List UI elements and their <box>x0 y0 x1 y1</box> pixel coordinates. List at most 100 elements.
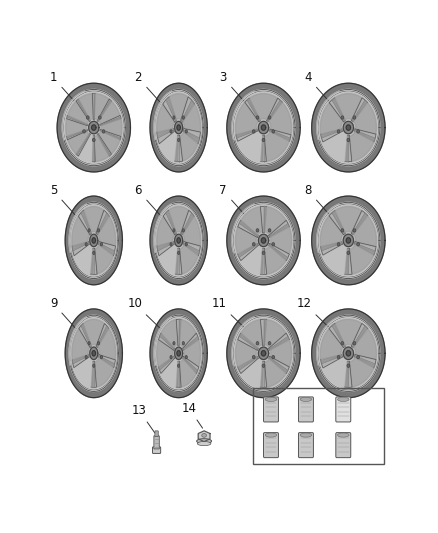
Polygon shape <box>270 340 292 367</box>
Polygon shape <box>261 361 263 387</box>
Polygon shape <box>240 334 258 349</box>
Ellipse shape <box>85 243 87 246</box>
Ellipse shape <box>272 243 275 246</box>
Polygon shape <box>90 234 98 247</box>
Polygon shape <box>353 101 367 122</box>
Polygon shape <box>264 319 286 348</box>
Polygon shape <box>183 337 198 350</box>
Ellipse shape <box>100 356 102 359</box>
Ellipse shape <box>88 229 90 232</box>
Polygon shape <box>67 101 89 124</box>
Polygon shape <box>321 241 343 255</box>
Polygon shape <box>345 361 352 387</box>
Polygon shape <box>241 207 263 235</box>
Polygon shape <box>177 361 179 387</box>
Polygon shape <box>81 324 91 346</box>
Polygon shape <box>183 104 201 132</box>
Polygon shape <box>343 122 353 134</box>
Polygon shape <box>346 361 348 387</box>
Polygon shape <box>92 125 96 130</box>
Polygon shape <box>99 131 120 154</box>
Ellipse shape <box>170 243 172 246</box>
Text: 6: 6 <box>134 184 160 215</box>
Polygon shape <box>62 90 125 166</box>
Polygon shape <box>240 221 258 236</box>
Ellipse shape <box>177 364 180 367</box>
Polygon shape <box>268 102 292 135</box>
Ellipse shape <box>337 130 340 133</box>
Polygon shape <box>198 431 210 441</box>
Polygon shape <box>72 242 89 250</box>
Polygon shape <box>354 241 376 255</box>
Polygon shape <box>177 351 180 356</box>
Polygon shape <box>66 119 87 136</box>
Polygon shape <box>321 242 342 250</box>
Polygon shape <box>335 319 362 345</box>
Ellipse shape <box>268 229 271 232</box>
Polygon shape <box>92 135 95 161</box>
Polygon shape <box>329 211 345 235</box>
Polygon shape <box>175 248 182 274</box>
Polygon shape <box>78 210 92 235</box>
Polygon shape <box>79 324 92 348</box>
Polygon shape <box>238 357 258 374</box>
Polygon shape <box>99 243 114 255</box>
Ellipse shape <box>85 356 87 359</box>
Polygon shape <box>93 135 94 161</box>
Polygon shape <box>157 216 175 246</box>
Polygon shape <box>236 340 257 367</box>
Polygon shape <box>180 132 198 161</box>
Polygon shape <box>351 211 368 235</box>
Polygon shape <box>65 309 122 398</box>
Polygon shape <box>264 207 286 235</box>
Ellipse shape <box>262 364 265 367</box>
Polygon shape <box>238 357 258 370</box>
Ellipse shape <box>88 342 90 345</box>
Polygon shape <box>269 244 289 261</box>
FancyBboxPatch shape <box>264 397 279 422</box>
Polygon shape <box>264 319 266 345</box>
Polygon shape <box>319 318 378 389</box>
Text: 8: 8 <box>304 184 330 215</box>
Polygon shape <box>92 351 95 356</box>
Polygon shape <box>261 135 266 161</box>
Polygon shape <box>236 130 257 138</box>
Polygon shape <box>65 93 123 163</box>
Polygon shape <box>154 203 203 279</box>
Polygon shape <box>267 98 282 122</box>
Ellipse shape <box>170 356 172 359</box>
Ellipse shape <box>185 243 187 246</box>
Polygon shape <box>67 131 89 154</box>
Ellipse shape <box>177 138 180 142</box>
Polygon shape <box>169 94 188 119</box>
Ellipse shape <box>97 229 99 232</box>
Polygon shape <box>166 98 177 121</box>
Polygon shape <box>312 196 385 285</box>
Polygon shape <box>321 129 342 138</box>
Text: 12: 12 <box>297 297 330 328</box>
Polygon shape <box>354 243 375 254</box>
Polygon shape <box>179 319 180 345</box>
Polygon shape <box>236 227 257 254</box>
Ellipse shape <box>347 251 350 255</box>
Polygon shape <box>249 94 278 120</box>
Polygon shape <box>157 241 174 256</box>
Ellipse shape <box>256 342 259 345</box>
Polygon shape <box>177 238 180 243</box>
Ellipse shape <box>197 441 211 446</box>
Polygon shape <box>184 243 199 255</box>
Polygon shape <box>92 361 94 387</box>
Polygon shape <box>354 354 376 368</box>
Polygon shape <box>261 361 267 387</box>
Polygon shape <box>236 102 258 135</box>
Polygon shape <box>258 234 268 247</box>
Polygon shape <box>159 333 175 350</box>
Polygon shape <box>150 196 207 285</box>
Polygon shape <box>177 125 180 130</box>
Polygon shape <box>71 318 117 389</box>
Polygon shape <box>183 357 199 374</box>
Polygon shape <box>269 245 288 260</box>
Ellipse shape <box>338 397 349 401</box>
Polygon shape <box>268 100 282 122</box>
Polygon shape <box>175 135 183 161</box>
